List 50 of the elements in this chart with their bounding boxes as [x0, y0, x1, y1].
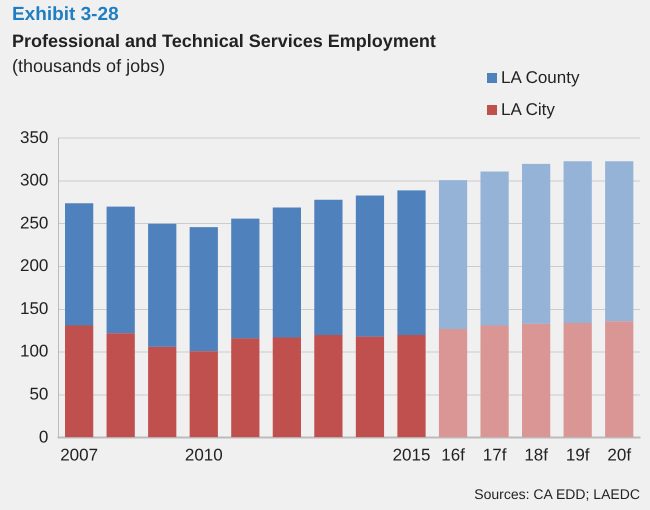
bar [564, 161, 592, 323]
bar [522, 324, 550, 438]
legend-label: LA City [501, 100, 555, 120]
x-tick-label: 2015 [392, 445, 430, 464]
y-tick-label: 150 [20, 298, 48, 318]
bar [397, 190, 426, 335]
bar [190, 227, 218, 352]
bar [522, 164, 550, 324]
x-tick-label: 20f [607, 445, 632, 464]
y-tick-label: 200 [20, 256, 48, 276]
bar [231, 218, 260, 338]
bar [272, 207, 301, 338]
bar [148, 224, 176, 347]
bar [106, 206, 135, 334]
bar [564, 322, 592, 438]
bar [605, 321, 634, 438]
x-tick-label: 16f [441, 445, 466, 464]
x-tick-label: 19f [566, 445, 590, 464]
text: Exhibit 3-28 [12, 4, 119, 26]
y-tick-label: 50 [29, 384, 48, 404]
source-note: Sources: CA EDD; LAEDC [474, 486, 640, 502]
x-tick-label: 17f [482, 445, 507, 464]
bar [480, 172, 509, 326]
bar [356, 336, 384, 438]
bar [314, 334, 343, 438]
bar [397, 334, 426, 438]
bar [314, 200, 343, 335]
y-tick-label: 100 [20, 342, 48, 361]
chart-subtitle: (thousands of jobs) [12, 56, 166, 77]
bar [438, 328, 468, 438]
bar [65, 203, 94, 326]
bar [148, 346, 176, 438]
x-tick-label: 18f [524, 445, 548, 464]
bar [231, 338, 260, 438]
y-tick-label: 0 [38, 427, 48, 446]
x-tick-label: 2010 [184, 445, 223, 464]
x-tick-label: 2007 [60, 445, 98, 464]
bar [480, 326, 509, 438]
bar [65, 326, 94, 438]
bar [190, 351, 218, 438]
legend-label: LA County [501, 68, 580, 88]
y-tick-label: 250 [20, 213, 48, 232]
y-tick-label: 300 [20, 170, 48, 190]
bar [438, 180, 468, 329]
bar [272, 338, 301, 438]
chart-title: Professional and Technical Services Employment [12, 31, 436, 52]
bar [605, 161, 634, 322]
y-tick-label: 350 [20, 128, 48, 147]
bar [356, 196, 384, 337]
bar [106, 333, 135, 438]
